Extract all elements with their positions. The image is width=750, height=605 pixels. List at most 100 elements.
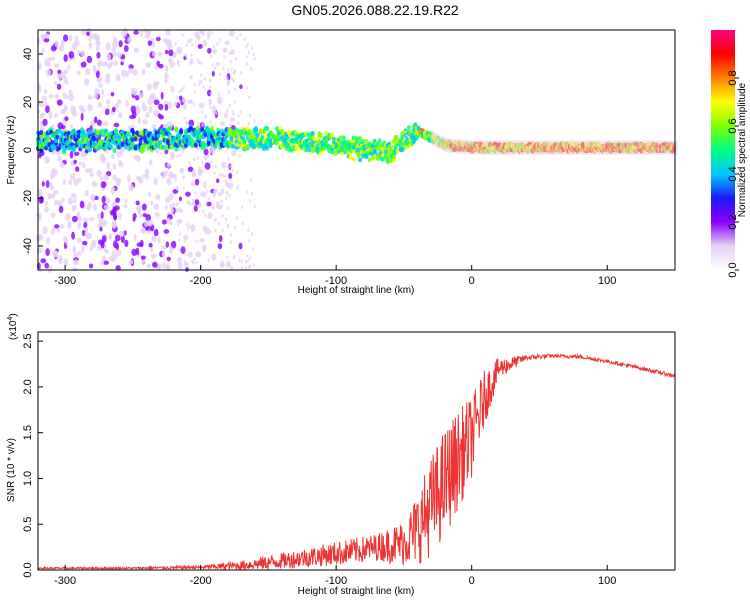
spectrogram-cell [115,265,121,271]
spectrogram-cell [100,211,104,219]
spectrogram-cell [154,65,159,70]
spectrogram-y-tick-label: -40 [22,238,34,254]
spectrogram-cell [45,157,50,163]
spectrogram-cell [238,242,243,250]
spectrogram-cell [588,140,592,155]
spectrogram-cell [166,138,171,144]
spectrogram-cell [70,173,76,181]
spectrogram-cell [88,129,93,135]
spectrogram-cell [202,84,205,89]
spectrogram-cell [653,140,657,155]
spectrogram-cell [48,94,54,99]
spectrogram-cell [63,258,69,267]
spectrogram-cell [95,45,100,52]
spectrogram-cell [612,140,616,155]
spectrogram-cell [202,209,205,214]
spectrogram-cell [161,219,167,225]
spectrogram-cell [134,154,140,161]
spectrogram-cell [87,103,93,112]
spectrogram-cell [233,87,237,92]
spectrogram-cell [247,265,251,270]
spectrogram-cell [44,33,50,39]
spectrogram-cell [240,259,244,263]
spectrogram-cell [76,133,81,139]
spectrogram-cell [180,88,183,92]
spectrogram-cell [628,140,632,155]
spectrogram-cell [193,83,196,88]
spectrogram-cell [60,39,65,48]
spectrogram-cell [210,125,215,131]
spectrogram-cell [234,130,239,136]
spectrogram-cell [304,147,309,153]
spectrogram-cell [108,255,114,262]
spectrogram-cell [675,140,678,155]
spectrogram-cell [116,178,122,183]
spectrogram-cell [375,146,380,152]
spectrogram-cell [85,226,89,233]
spectrogram-cell [83,222,88,229]
spectrogram-cell [460,139,464,154]
figure-title: GN05.2026.088.22.19.R22 [291,2,459,18]
spectrogram-cell [105,42,111,51]
spectrogram-cell [111,51,117,58]
spectrogram-cell [509,140,513,155]
spectrogram-cell [220,162,227,169]
spectrogram-cell [615,140,619,155]
spectrogram-cell [585,140,589,155]
spectrogram-cell [164,49,169,55]
spectrogram-cell [161,170,167,179]
spectrogram-cell [176,46,183,55]
spectrogram-cell [241,221,244,226]
snr-y-ticks: 0.0 0.5 1.0 1.5 2.0 2.5 [22,334,43,578]
spectrogram-cell [211,130,216,136]
spectrogram-cell [92,182,98,187]
spectrogram-cell [73,197,77,204]
spectrogram-cell [125,100,129,108]
spectrogram-cell [90,32,95,40]
spectrogram-cell [203,246,207,250]
spectrogram-cell [59,161,65,169]
spectrogram-cell [233,254,236,259]
spectrogram-cell [260,134,265,140]
spectrogram-cell [127,37,132,43]
spectrogram-cell [566,140,570,155]
spectrogram-cell [224,217,228,222]
spectrogram-cell [37,144,42,150]
spectrogram-cell [93,33,98,39]
spectrogram-cell [504,140,508,155]
spectrogram-cell [367,157,372,163]
spectrogram-cell [124,198,128,204]
spectrogram-cell [226,260,231,268]
spectrogram-cell [71,231,75,240]
spectrogram-cell [72,267,78,272]
spectrogram-cell [193,142,198,148]
spectrogram-cell [112,206,117,212]
spectrogram-cell [193,102,196,107]
spectrogram-cell [71,215,78,223]
spectrogram-cell [76,70,81,76]
spectrogram-cell [196,58,200,62]
spectrogram-cells [35,27,678,274]
spectrogram-cell [206,30,211,38]
spectrogram-cell [147,40,153,46]
spectrogram-cell [255,132,260,138]
spectrogram-cell [81,150,85,157]
spectrogram-cell [128,259,134,265]
spectrogram-cell [135,200,140,206]
spectrogram-cell [392,153,397,159]
spectrogram-cell [245,189,248,194]
spectrogram-cell [86,31,91,37]
spectrogram-cell [187,166,194,173]
spectrogram-cell [252,52,255,56]
spectrogram-cell [118,40,123,48]
spectrogram-cell [44,262,49,269]
spectrogram-cell [52,190,59,195]
spectrogram-cell [103,204,109,210]
spectrogram-cell [89,172,95,177]
spectrogram-cell [42,226,48,235]
spectrogram-y-label: Frequency (Hz) [6,116,17,185]
spectrogram-cell [98,217,104,226]
spectrogram-cell [39,123,45,132]
spectrogram-cell [356,147,361,153]
spectrogram-cell [166,40,173,46]
